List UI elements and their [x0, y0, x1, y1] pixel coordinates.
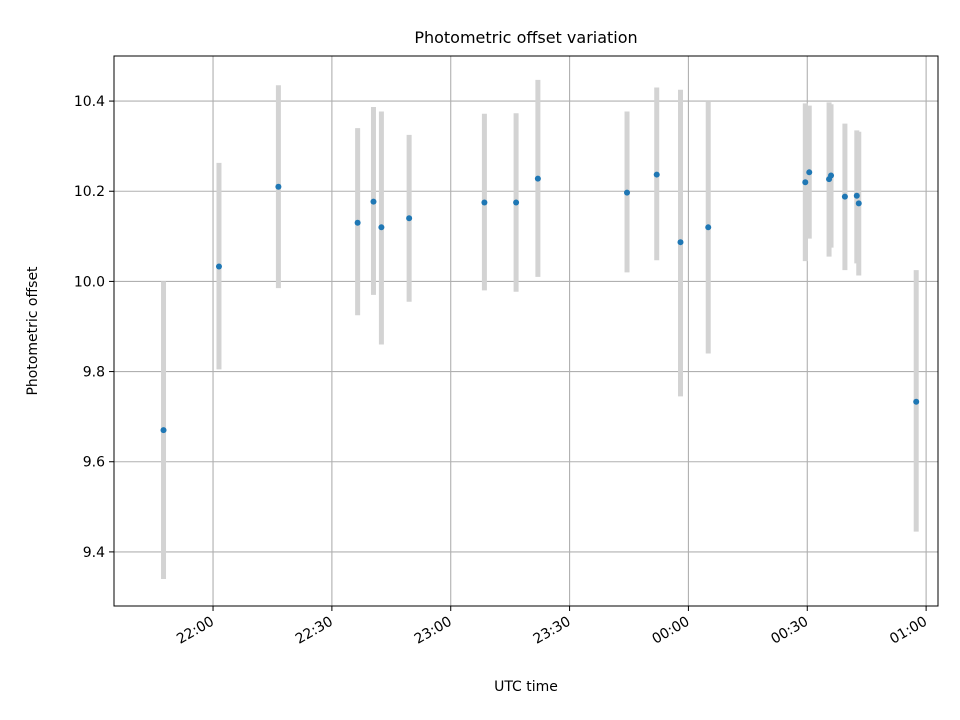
- data-point: [354, 219, 361, 226]
- data-point: [653, 171, 660, 178]
- data-point: [677, 239, 684, 246]
- data-point: [828, 172, 835, 179]
- data-point: [370, 198, 377, 205]
- plot-frame: [113, 55, 939, 607]
- y-axis-label: Photometric offset: [25, 266, 41, 396]
- y-tick-label: 9.4: [83, 545, 105, 561]
- data-point: [160, 427, 167, 434]
- y-tick-label: 9.8: [83, 365, 105, 381]
- data-point: [802, 179, 809, 186]
- data-point: [534, 175, 541, 182]
- data-point: [806, 169, 813, 176]
- data-point: [215, 263, 222, 270]
- data-point: [841, 193, 848, 200]
- y-tick-label: 9.6: [83, 455, 105, 471]
- data-points: [160, 169, 920, 434]
- plot-area: [114, 56, 938, 606]
- x-axis-label: UTC time: [494, 679, 558, 695]
- data-point: [853, 192, 860, 199]
- chart-title: Photometric offset variation: [414, 28, 637, 47]
- axis-ticks: [109, 100, 927, 611]
- y-tick-label: 10.4: [74, 94, 105, 110]
- data-point: [275, 183, 282, 190]
- data-point: [406, 215, 413, 222]
- grid: [114, 56, 938, 606]
- data-point: [378, 224, 385, 231]
- data-point: [705, 224, 712, 231]
- data-point: [624, 189, 631, 196]
- y-tick-label: 10.2: [74, 184, 105, 200]
- data-point: [513, 199, 520, 206]
- data-point: [855, 200, 862, 207]
- y-tick-label: 10.0: [74, 274, 105, 290]
- data-point: [913, 398, 920, 405]
- data-point: [481, 199, 488, 206]
